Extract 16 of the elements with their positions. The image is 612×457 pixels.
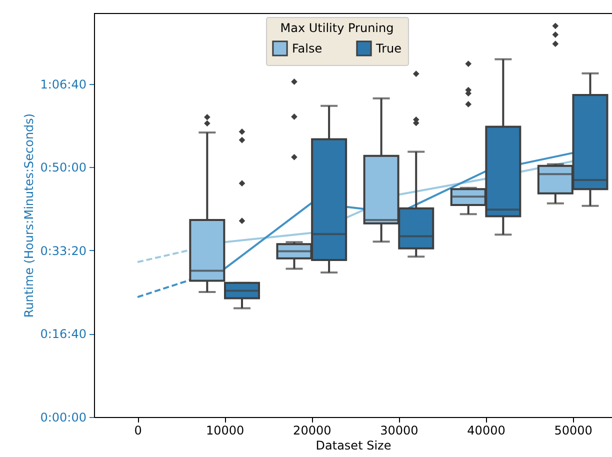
y-tick-label: 0:16:40 <box>40 327 86 342</box>
legend-title: Max Utility Pruning <box>280 21 394 35</box>
legend-label: False <box>292 41 322 56</box>
y-tick-label: 0:33:20 <box>40 244 86 258</box>
x-tick-label: 50000 <box>554 424 592 438</box>
y-tick-label: 0:00:00 <box>40 410 86 424</box>
x-tick-label: 20000 <box>293 424 332 438</box>
legend-label: True <box>375 41 402 56</box>
x-tick-label: 40000 <box>467 424 506 438</box>
y-tick-label: 0:50:00 <box>40 160 86 175</box>
x-axis-title: Dataset Size <box>316 438 392 452</box>
x-tick-label: 0 <box>134 424 142 438</box>
y-tick-label: 1:06:40 <box>40 77 86 92</box>
x-tick-label: 10000 <box>206 424 244 438</box>
y-axis-title: Runtime (Hours:Minutes:Seconds) <box>22 113 36 318</box>
x-tick-label: 30000 <box>380 424 418 438</box>
